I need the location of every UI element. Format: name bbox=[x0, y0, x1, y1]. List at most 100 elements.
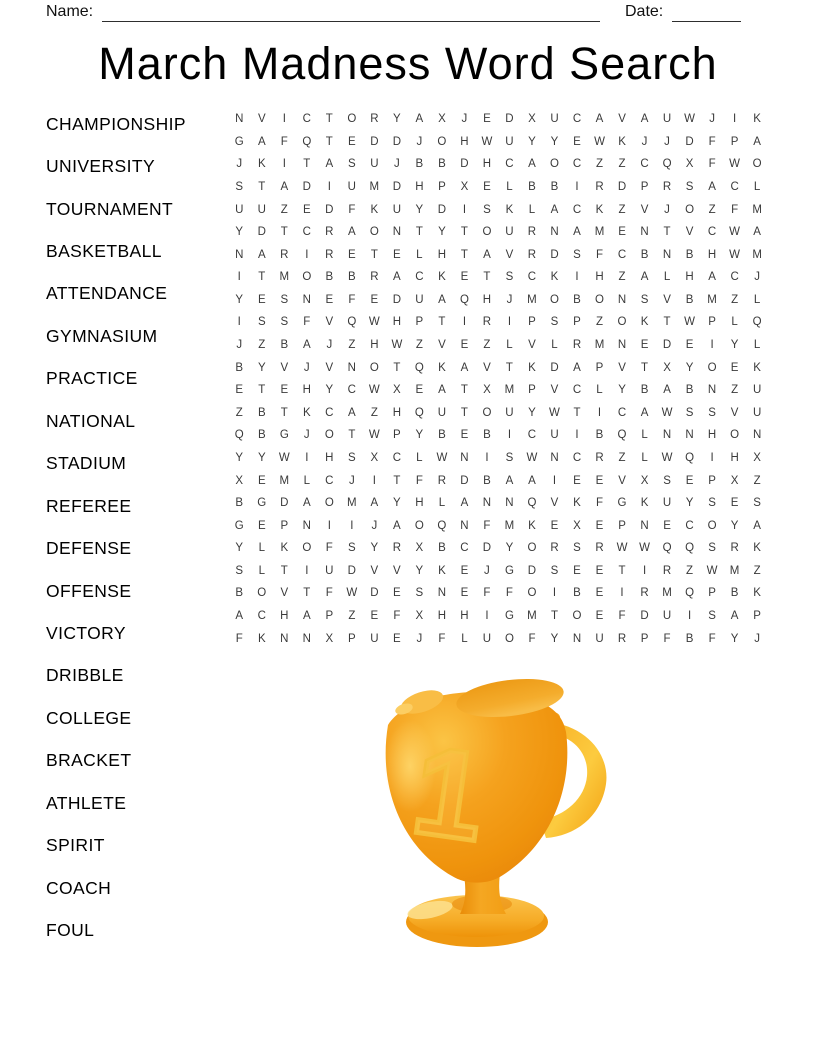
grid-letter: A bbox=[302, 339, 311, 352]
grid-letter: S bbox=[235, 181, 244, 194]
grid-letter: B bbox=[730, 587, 739, 600]
grid-letter: Z bbox=[618, 158, 626, 171]
grid-letter: P bbox=[528, 316, 536, 329]
grid-letter: S bbox=[348, 451, 356, 464]
grid-letter: W bbox=[594, 135, 605, 148]
grid-letter: K bbox=[595, 203, 604, 216]
grid-letter: Z bbox=[348, 339, 356, 352]
grid-letter: V bbox=[483, 361, 491, 374]
grid-letter: H bbox=[482, 158, 492, 171]
grid-letter: T bbox=[460, 384, 468, 397]
grid-letter: M bbox=[729, 564, 740, 577]
grid-letter: X bbox=[685, 158, 694, 171]
grid-letter: E bbox=[348, 248, 356, 261]
word-list-item: TOURNAMENT bbox=[46, 198, 174, 219]
grid-letter: C bbox=[572, 384, 582, 397]
grid-letter: A bbox=[483, 248, 491, 261]
word-list-item: PRACTICE bbox=[46, 368, 138, 389]
grid-letter: U bbox=[550, 113, 559, 126]
grid-letter: X bbox=[415, 542, 424, 555]
grid-letter: A bbox=[325, 158, 334, 171]
grid-letter: B bbox=[483, 429, 491, 442]
grid-letter: C bbox=[302, 226, 311, 239]
grid-letter: V bbox=[528, 339, 536, 352]
grid-letter: I bbox=[687, 610, 692, 622]
grid-letter: Z bbox=[618, 271, 626, 284]
grid-letter: D bbox=[617, 181, 627, 194]
grid-letter: E bbox=[393, 632, 401, 645]
grid-letter: K bbox=[438, 564, 446, 577]
grid-letter: I bbox=[710, 451, 714, 464]
grid-letter: P bbox=[415, 316, 424, 329]
grid-letter: F bbox=[303, 316, 311, 329]
grid-letter: X bbox=[325, 632, 334, 645]
grid-letter: B bbox=[685, 293, 694, 306]
grid-letter: K bbox=[528, 519, 536, 532]
grid-letter: B bbox=[595, 429, 604, 442]
grid-letter: K bbox=[753, 113, 761, 126]
grid-letter: D bbox=[437, 203, 447, 216]
grid-letter: P bbox=[640, 632, 649, 645]
grid-letter: E bbox=[483, 113, 491, 126]
grid-letter: H bbox=[460, 135, 469, 148]
grid-letter: F bbox=[438, 632, 446, 645]
grid-letter: R bbox=[325, 226, 334, 239]
grid-letter: F bbox=[528, 632, 536, 645]
grid-letter: C bbox=[347, 384, 356, 397]
grid-letter: V bbox=[730, 406, 739, 419]
grid-letter: J bbox=[326, 339, 333, 352]
grid-letter: A bbox=[460, 361, 469, 374]
grid-letter: E bbox=[370, 610, 379, 622]
grid-letter: S bbox=[708, 610, 716, 622]
grid-letter: C bbox=[707, 226, 717, 239]
grid-letter: Y bbox=[415, 564, 424, 577]
trophy-handle bbox=[540, 722, 607, 838]
grid-letter: S bbox=[573, 248, 581, 261]
grid-letter: S bbox=[505, 271, 514, 284]
grid-letter: S bbox=[280, 316, 289, 329]
grid-letter: K bbox=[618, 135, 626, 148]
grid-letter: N bbox=[640, 226, 649, 239]
grid-letter: A bbox=[573, 226, 581, 239]
grid-letter: W bbox=[684, 316, 695, 329]
word-list-item: DRIBBLE bbox=[46, 665, 124, 686]
grid-letter: F bbox=[595, 497, 604, 510]
grid-letter: W bbox=[616, 542, 628, 555]
grid-letter: T bbox=[460, 226, 468, 239]
grid-letter: N bbox=[707, 384, 717, 397]
grid-letter: M bbox=[347, 497, 357, 510]
grid-letter: O bbox=[347, 113, 357, 126]
grid-letter: X bbox=[393, 384, 401, 397]
word-list-item: VICTORY bbox=[46, 622, 126, 643]
grid-letter: H bbox=[415, 181, 424, 194]
grid-letter: J bbox=[506, 293, 513, 306]
grid-letter: B bbox=[550, 181, 559, 194]
grid-letter: C bbox=[685, 519, 694, 532]
grid-letter: X bbox=[235, 474, 244, 487]
grid-letter: X bbox=[640, 474, 649, 487]
grid-letter: N bbox=[640, 519, 649, 532]
grid-letter: H bbox=[685, 271, 694, 284]
grid-letter: M bbox=[504, 384, 515, 397]
grid-letter: X bbox=[730, 474, 739, 487]
grid-letter: T bbox=[505, 361, 513, 374]
grid-letter: M bbox=[594, 226, 605, 239]
grid-letter: U bbox=[370, 158, 379, 171]
grid-letter: R bbox=[662, 181, 672, 194]
grid-letter: S bbox=[550, 564, 559, 577]
grid-letter: A bbox=[595, 113, 604, 126]
grid-letter: A bbox=[663, 384, 671, 397]
grid-letter: A bbox=[302, 497, 311, 510]
grid-letter: A bbox=[708, 181, 716, 194]
grid-letter: S bbox=[483, 203, 491, 216]
grid-letter: O bbox=[437, 135, 447, 148]
grid-letter: H bbox=[370, 339, 379, 352]
grid-letter: U bbox=[752, 406, 762, 419]
grid-letter: C bbox=[617, 406, 627, 419]
grid-letter: I bbox=[462, 316, 467, 329]
grid-letter: Q bbox=[752, 316, 762, 329]
word-list-item: COACH bbox=[46, 877, 112, 898]
grid-letter: D bbox=[662, 339, 672, 352]
grid-letter: V bbox=[618, 361, 626, 374]
grid-letter: H bbox=[280, 610, 289, 622]
